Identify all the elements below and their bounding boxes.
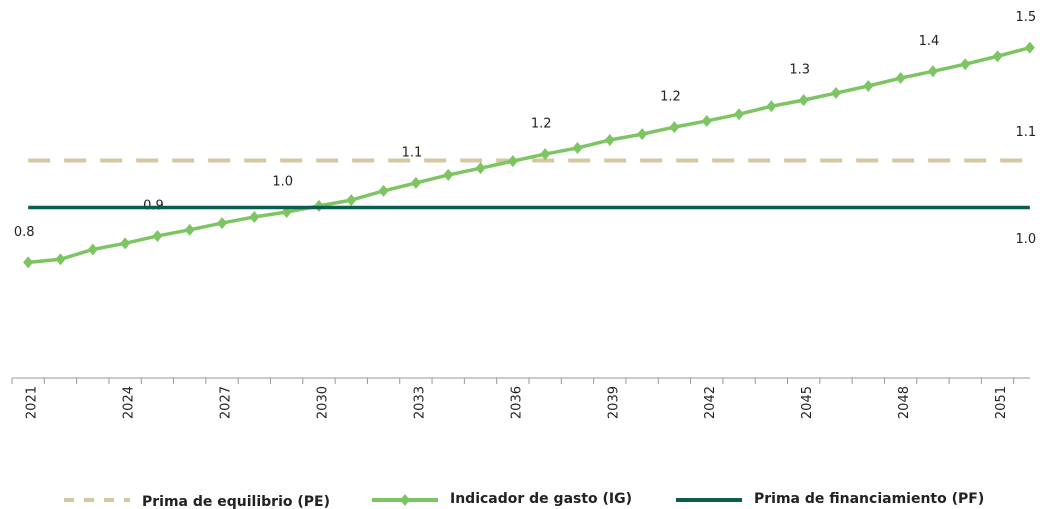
marker xyxy=(507,155,518,168)
marker xyxy=(346,194,357,207)
x-tick-label: 2030 xyxy=(315,386,330,419)
marker xyxy=(701,114,712,127)
marker xyxy=(960,58,971,71)
legend-label: Prima de financiamiento (PF) xyxy=(754,491,984,507)
legend-label: Prima de equilibrio (PE) xyxy=(142,494,330,509)
data-label: 0.8 xyxy=(14,225,35,240)
data-label: 1.2 xyxy=(531,117,552,132)
x-tick-label: 2021 xyxy=(25,386,40,419)
data-label: 1.1 xyxy=(402,145,423,160)
marker xyxy=(443,168,454,181)
marker xyxy=(830,87,841,100)
marker xyxy=(120,237,131,250)
legend-marker xyxy=(400,494,410,506)
marker xyxy=(410,176,421,189)
marker xyxy=(87,243,98,256)
marker xyxy=(475,162,486,175)
data-label: 1.0 xyxy=(272,175,293,190)
marker xyxy=(217,217,228,230)
x-tick-label: 2051 xyxy=(994,386,1009,419)
marker xyxy=(895,72,906,85)
data-label: 1.1 xyxy=(1016,125,1037,140)
marker xyxy=(540,148,551,161)
x-tick-label: 2039 xyxy=(606,386,621,419)
marker xyxy=(863,80,874,92)
data-label: 1.2 xyxy=(660,90,681,105)
marker xyxy=(604,133,615,146)
marker xyxy=(637,128,648,141)
marker xyxy=(378,184,389,197)
data-label: 1.3 xyxy=(789,63,810,78)
marker xyxy=(766,100,777,113)
data-label: 1.4 xyxy=(919,34,940,49)
x-tick-label: 2045 xyxy=(800,386,815,419)
x-tick-label: 2036 xyxy=(509,386,524,419)
marker xyxy=(23,256,34,269)
x-tick-label: 2033 xyxy=(412,386,427,419)
x-tick-label: 2048 xyxy=(897,386,912,419)
x-tick-label: 2024 xyxy=(122,386,137,419)
marker xyxy=(152,229,163,242)
marker xyxy=(669,121,680,134)
marker xyxy=(572,141,583,154)
marker xyxy=(184,223,195,236)
marker xyxy=(927,65,938,78)
marker xyxy=(249,210,260,223)
marker xyxy=(734,108,745,121)
marker xyxy=(1024,41,1035,54)
x-tick-label: 2042 xyxy=(703,386,718,419)
marker xyxy=(798,94,809,107)
data-label: 1.5 xyxy=(1016,10,1037,25)
marker xyxy=(55,253,66,266)
legend-label: Indicador de gasto (IG) xyxy=(450,491,632,507)
series-line xyxy=(27,45,1031,265)
marker xyxy=(992,50,1003,63)
data-label: 1.0 xyxy=(1016,232,1037,247)
x-tick-label: 2027 xyxy=(219,386,234,419)
